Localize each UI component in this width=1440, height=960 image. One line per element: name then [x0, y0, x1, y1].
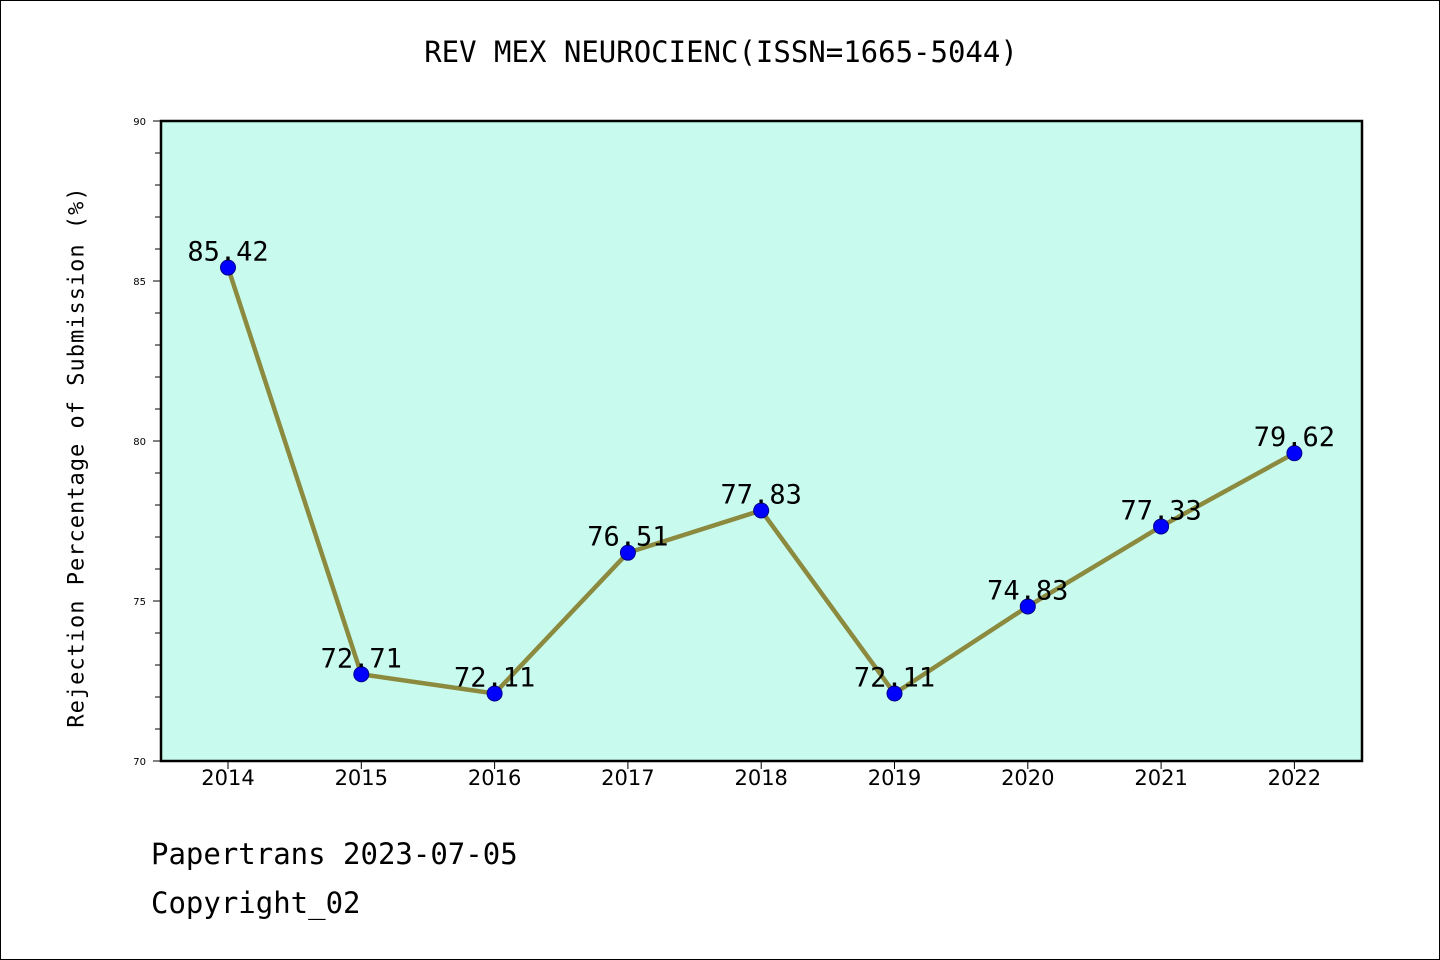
data-point [486, 685, 503, 702]
y-tick-label: 80 [133, 437, 146, 448]
x-tick-label: 2021 [1134, 766, 1187, 790]
series-group: 85.42 72.71 72.11 76.51 77.83 72.11 74.83 77.33… [187, 237, 1335, 702]
data-point [353, 666, 370, 683]
x-tick-label: 2014 [201, 766, 254, 790]
plot-area [159, 119, 1364, 763]
data-label: 77.33 [1120, 495, 1201, 526]
y-axis-ticks: 70 75 80 85 90 [133, 117, 161, 768]
x-axis-ticks: 2014 2015 2016 2017 2018 2019 2020 2021 2022 [201, 761, 1321, 790]
y-tick-label: 90 [133, 117, 146, 128]
y-tick-label: 70 [133, 757, 146, 768]
data-label: 79.62 [1254, 422, 1335, 453]
x-tick-label: 2022 [1268, 766, 1321, 790]
x-tick-label: 2015 [335, 766, 388, 790]
data-point [753, 502, 770, 519]
data-point [619, 544, 636, 561]
x-tick-label: 2019 [868, 766, 921, 790]
data-point [1153, 518, 1170, 535]
data-label: 72.71 [321, 643, 402, 674]
data-label: 74.83 [987, 575, 1068, 606]
data-point [1286, 445, 1303, 462]
chart-title: REV MEX NEUROCIENC(ISSN=1665-5044) [424, 35, 1018, 69]
x-tick-label: 2016 [468, 766, 521, 790]
data-label: 76.51 [587, 522, 668, 553]
data-label: 72.11 [454, 662, 535, 693]
x-tick-label: 2020 [1001, 766, 1054, 790]
y-tick-label: 75 [133, 597, 146, 608]
data-point [220, 259, 236, 276]
x-tick-label: 2018 [734, 766, 787, 790]
footer-date: Papertrans 2023-07-05 [151, 837, 518, 871]
data-point [886, 685, 903, 702]
y-tick-label: 85 [133, 277, 146, 288]
x-tick-label: 2017 [601, 766, 654, 790]
data-label: 77.83 [721, 479, 802, 510]
footer-copyright: Copyright_02 [151, 886, 361, 920]
data-label: 85.42 [187, 237, 268, 268]
data-point [1019, 598, 1036, 615]
data-label: 72.11 [854, 662, 935, 693]
